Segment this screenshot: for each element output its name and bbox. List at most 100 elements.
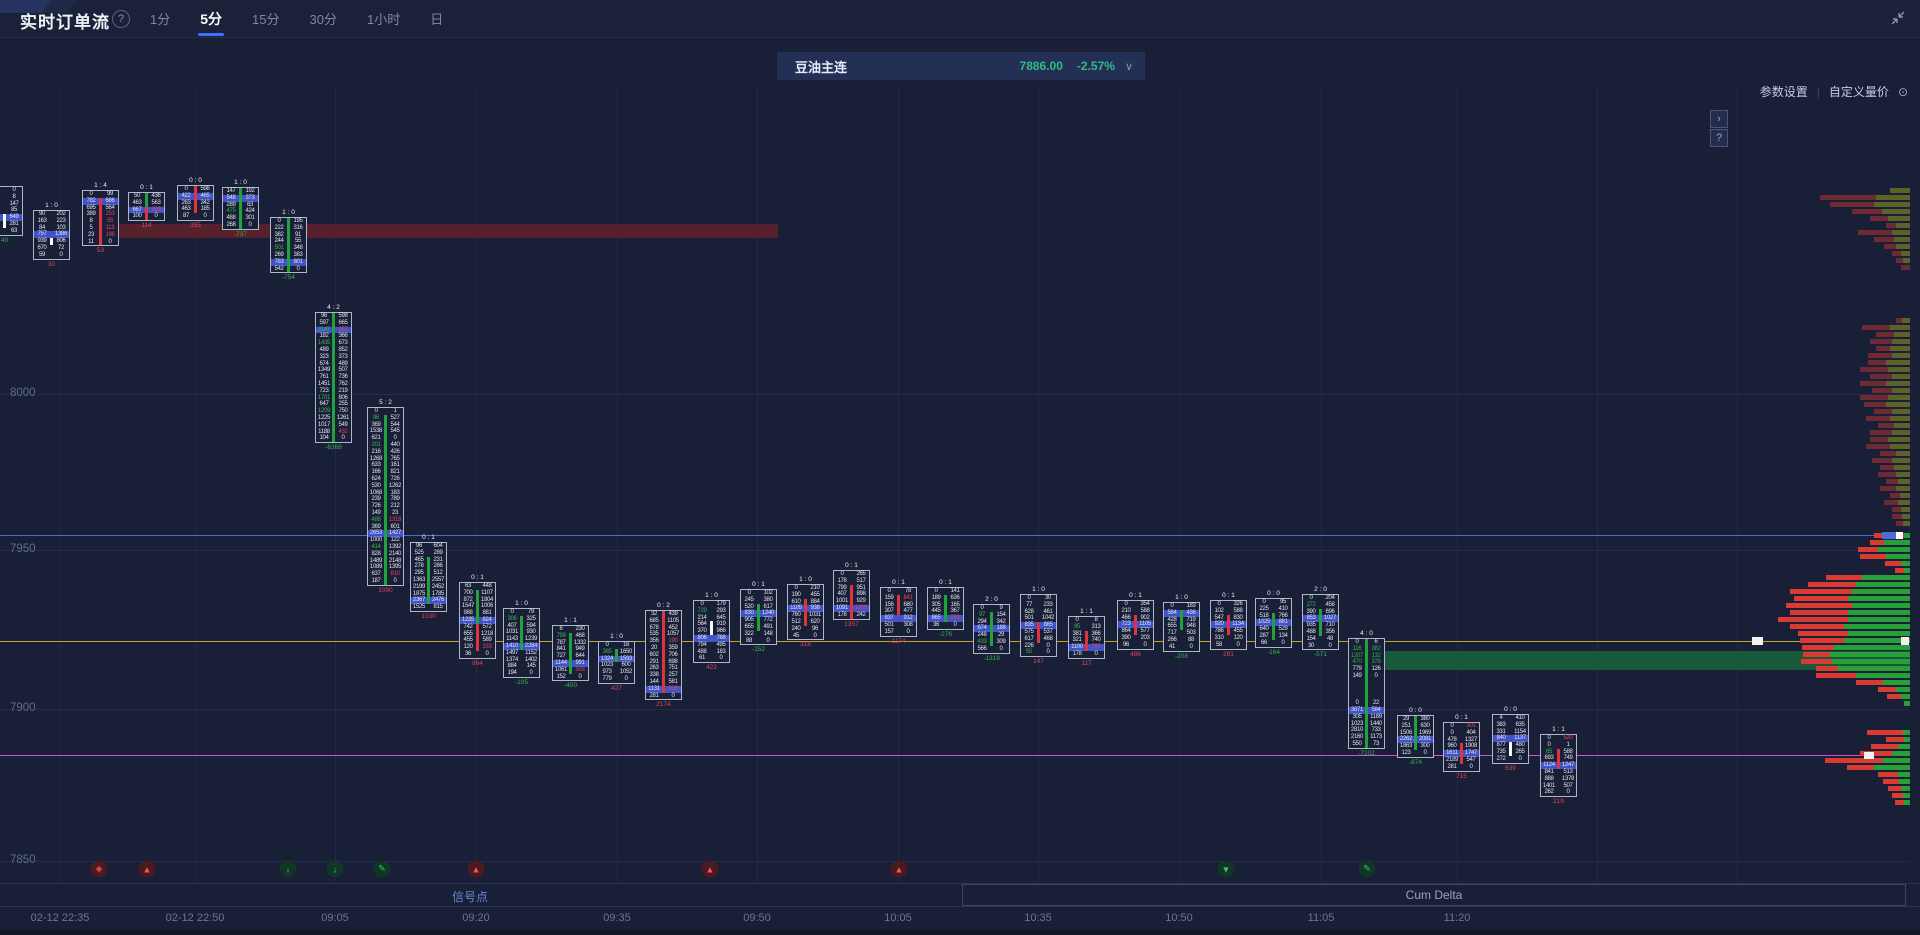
bid-cell: 1143 bbox=[506, 636, 518, 643]
ask-cell: 8 bbox=[1094, 617, 1098, 623]
ask-cell: 0 bbox=[108, 238, 112, 245]
instrument-price: 7886.00 bbox=[1019, 59, 1063, 73]
bid-cell: 385 bbox=[602, 648, 612, 655]
eye-icon[interactable]: ⊙ bbox=[1897, 84, 1908, 99]
profile-sell-bar bbox=[1856, 680, 1883, 685]
candle-row: 1401 507 bbox=[1541, 783, 1576, 790]
ask-cell: 265 bbox=[1515, 748, 1525, 755]
signal-red-up[interactable]: ▲ bbox=[467, 860, 485, 878]
collapse-icon[interactable] bbox=[1888, 8, 1908, 28]
volume-profile-row bbox=[1872, 388, 1910, 393]
ask-cell: 507 bbox=[1563, 782, 1573, 789]
tab-15分[interactable]: 15分 bbox=[252, 12, 280, 27]
signal-green-pen[interactable]: ✎ bbox=[1358, 860, 1376, 878]
candle-row: 884 145 bbox=[504, 663, 539, 670]
cum-delta-panel[interactable]: Cum Delta bbox=[962, 884, 1906, 906]
help-icon[interactable]: ? bbox=[112, 10, 130, 28]
volume-profile-row bbox=[1858, 230, 1910, 235]
ask-cell: 212 bbox=[390, 503, 400, 510]
candle-delta: -754 bbox=[281, 274, 295, 282]
params-settings-button[interactable]: 参数设置 bbox=[1759, 85, 1808, 99]
panel-help-button[interactable]: ? bbox=[1710, 129, 1728, 147]
v-gridline bbox=[335, 85, 336, 883]
bid-cell: 488 bbox=[697, 648, 707, 655]
ask-cell: 951 bbox=[856, 584, 866, 591]
candle-box: 0 79 306 325 407 594 1031 930 1143 1239 1410 2284 14… bbox=[503, 608, 540, 678]
ask-cell: 183 bbox=[716, 648, 726, 655]
bid-cell: 381 bbox=[1072, 630, 1082, 637]
ask-cell: 588 bbox=[1563, 748, 1573, 755]
tab-1分[interactable]: 1分 bbox=[150, 12, 171, 27]
custom-volume-price-button[interactable]: 自定义量价 bbox=[1828, 85, 1889, 99]
volume-profile-row bbox=[1896, 258, 1910, 263]
bid-cell: 216 bbox=[371, 448, 381, 455]
volume-profile-row bbox=[1874, 409, 1910, 414]
signal-red-stack[interactable]: ◈ bbox=[90, 860, 108, 878]
expand-panel-button[interactable]: › bbox=[1710, 110, 1728, 128]
candle-header: 1 : 0 bbox=[282, 209, 295, 216]
profile-sell-bar bbox=[1858, 230, 1892, 235]
candle-row: 263 751 bbox=[646, 665, 681, 672]
ask-cell: 1240 bbox=[761, 610, 775, 617]
volume-profile-row bbox=[1870, 437, 1910, 442]
volume-profile-row bbox=[1816, 666, 1910, 671]
ask-cell: 815 bbox=[433, 604, 443, 611]
bid-cell: 266 bbox=[1167, 636, 1177, 643]
bid-cell: 1017 bbox=[317, 421, 331, 428]
bid-cell: 535 bbox=[649, 631, 659, 638]
tab-日[interactable]: 日 bbox=[430, 12, 444, 27]
ask-cell: 281 bbox=[9, 220, 19, 227]
ask-cell: 325 bbox=[526, 615, 536, 622]
signal-green-down[interactable]: ↓ bbox=[279, 860, 297, 878]
tab-1小时[interactable]: 1小时 bbox=[366, 12, 401, 27]
ask-cell: 489 bbox=[338, 360, 348, 367]
profile-sell-bar bbox=[1880, 465, 1894, 470]
bid-cell: 610 bbox=[791, 598, 801, 605]
candle-row: 0 22 bbox=[1349, 700, 1384, 707]
candle-delta: -7202 bbox=[1358, 749, 1375, 757]
x-axis-label: 10:50 bbox=[1165, 912, 1193, 924]
ask-cell: 1 bbox=[393, 408, 397, 414]
volume-profile-row bbox=[1794, 596, 1910, 601]
ask-cell: 383 bbox=[293, 251, 303, 258]
candle-row: 888 1378 bbox=[1541, 776, 1576, 783]
instrument-selector[interactable]: 豆油主连 7886.00 -2.57% ∨ bbox=[777, 52, 1145, 80]
candle-row: 647 255 bbox=[316, 401, 351, 408]
profile-buy-bar bbox=[1894, 332, 1910, 337]
bid-cell: 1863 bbox=[1399, 743, 1413, 750]
profile-sell-bar bbox=[1800, 638, 1844, 643]
ask-cell: 0 bbox=[1094, 650, 1098, 657]
bid-cell: 36 bbox=[932, 621, 940, 628]
candle-row: 96 604 bbox=[411, 543, 446, 550]
bid-cell: 1268 bbox=[369, 455, 383, 462]
signal-red-up[interactable]: ▲ bbox=[890, 860, 908, 878]
volume-profile-row bbox=[1866, 444, 1910, 449]
ask-cell: 22 bbox=[1372, 700, 1380, 707]
tab-30分[interactable]: 30分 bbox=[309, 12, 337, 27]
y-axis-label: 7900 bbox=[10, 702, 36, 714]
signal-green-pen[interactable]: ✎ bbox=[373, 860, 391, 878]
profile-sell-bar bbox=[1886, 223, 1896, 228]
volume-profile-row bbox=[1847, 765, 1910, 770]
signal-green-downtri[interactable]: ▼ bbox=[1217, 860, 1235, 878]
bid-cell: 23 bbox=[87, 231, 95, 238]
signal-red-up[interactable]: ▲ bbox=[138, 860, 156, 878]
bid-cell: 548 bbox=[226, 194, 236, 201]
profile-buy-bar bbox=[1848, 631, 1910, 636]
signal-green-down[interactable]: ↓ bbox=[326, 860, 344, 878]
profile-buy-bar bbox=[1894, 465, 1910, 470]
bid-cell: 189 bbox=[931, 594, 941, 601]
ask-cell: 1027 bbox=[1323, 615, 1337, 622]
bid-cell bbox=[0, 187, 3, 194]
tab-5分[interactable]: 5分 bbox=[198, 0, 224, 38]
candle-box: 0 354 210 588 466 902 723 1105 864 577 390 203 96 0 bbox=[1117, 600, 1154, 650]
profile-sell-bar bbox=[1870, 339, 1892, 344]
ask-cell: 147 bbox=[9, 200, 19, 207]
signal-red-up[interactable]: ▲ bbox=[701, 860, 719, 878]
candle-row: 1143 1239 bbox=[504, 636, 539, 643]
candle-row: 407 898 bbox=[834, 591, 869, 598]
candle-row: 1001 929 bbox=[834, 598, 869, 605]
candle-row: 0 78 bbox=[881, 588, 916, 595]
profile-buy-bar bbox=[1892, 374, 1910, 379]
ask-cell: 126 bbox=[1371, 666, 1381, 673]
